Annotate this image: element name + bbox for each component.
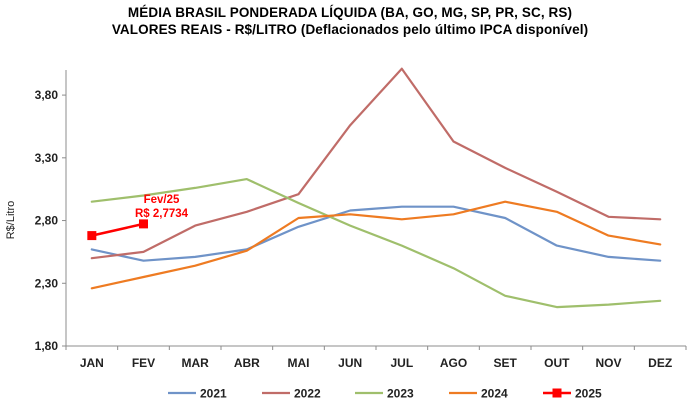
chart-title: MÉDIA BRASIL PONDERADA LÍQUIDA (BA, GO, … — [127, 5, 573, 20]
series-line-2022 — [90, 67, 662, 260]
series-line-2025 — [90, 222, 145, 237]
x-tick-label: DEZ — [648, 356, 672, 370]
y-tick-label: 2,80 — [35, 214, 59, 228]
x-tick-label: JUN — [338, 356, 362, 370]
series-line-2024 — [90, 200, 662, 290]
x-tick-label: JUL — [390, 356, 413, 370]
legend-label-2021: 2021 — [200, 387, 227, 401]
y-tick-label: 3,30 — [35, 151, 59, 165]
legend-label-2025: 2025 — [575, 387, 602, 401]
y-tick-label: 3,80 — [35, 88, 59, 102]
legend-marker-2025 — [552, 388, 562, 398]
y-tick-label: 1,80 — [35, 339, 59, 353]
x-tick-label: MAI — [288, 356, 310, 370]
x-tick-label: JAN — [80, 356, 104, 370]
x-tick-label: ABR — [234, 356, 260, 370]
x-tick-label: SET — [493, 356, 517, 370]
x-tick-label: NOV — [595, 356, 621, 370]
legend-label-2024: 2024 — [481, 387, 508, 401]
series-marker-2025 — [87, 231, 97, 241]
x-tick-label: AGO — [440, 356, 467, 370]
series-marker-2025 — [139, 219, 148, 229]
legend-label-2023: 2023 — [387, 387, 414, 401]
legend-label-2022: 2022 — [294, 387, 321, 401]
annotation-value: R$ 2,7734 — [135, 208, 189, 220]
chart-subtitle: VALORES REAIS - R$/LITRO (Deflacionados … — [111, 22, 589, 37]
y-tick-label: 2,30 — [35, 276, 59, 290]
annotation-label: Fev/25 — [144, 194, 180, 206]
y-axis-label: R$/Litro — [5, 201, 17, 240]
x-tick-label: FEV — [132, 356, 155, 370]
x-tick-label: OUT — [544, 356, 570, 370]
series-line-2021 — [90, 205, 662, 262]
series-line-2023 — [90, 178, 662, 309]
x-tick-label: MAR — [182, 356, 210, 370]
